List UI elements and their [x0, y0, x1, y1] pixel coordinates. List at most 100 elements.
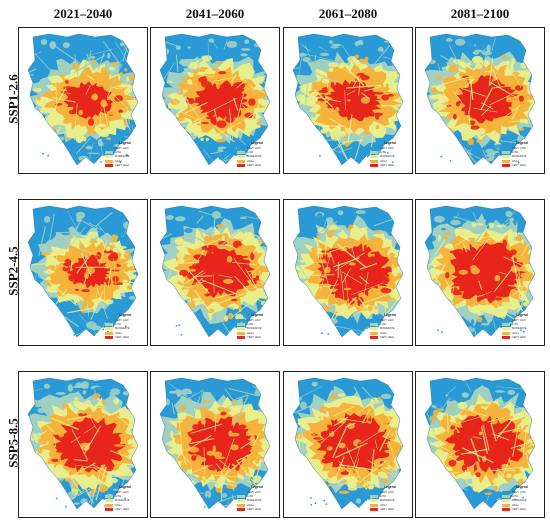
map-panel: Legend VERY LOW LOW MODERATE HIGH VERY HIGH: [18, 371, 148, 518]
legend-label: VERY LOW: [115, 146, 129, 150]
legend-entry: HIGH: [502, 331, 542, 335]
legend-entry: LOW: [237, 494, 277, 498]
map-legend: Legend VERY LOW LOW MODERATE HIGH VERY HIGH: [105, 485, 145, 511]
legend-entry: HIGH: [370, 503, 410, 507]
legend-entry: LOW: [370, 322, 410, 326]
legend-entry: MODERATE: [237, 155, 277, 159]
legend-entry: MODERATE: [370, 499, 410, 503]
legend-label: LOW: [247, 150, 253, 154]
legend-label: HIGH: [247, 159, 254, 163]
legend-swatch: [502, 490, 510, 494]
legend-entry: VERY HIGH: [105, 163, 145, 167]
legend-label: VERY LOW: [512, 490, 526, 494]
legend-title: Legend: [384, 313, 396, 317]
map-legend: Legend VERY LOW LOW MODERATE HIGH VERY HIGH: [502, 485, 542, 511]
column-header: 2081–2100: [450, 6, 510, 21]
legend-label: HIGH: [247, 503, 254, 507]
legend-entry: HIGH: [105, 331, 145, 335]
legend-entry: HIGH: [370, 159, 410, 163]
legend-label: VERY HIGH: [247, 507, 262, 511]
legend-swatch: [105, 327, 113, 331]
column-header: 2021–2040: [53, 6, 113, 21]
legend-swatch: [237, 146, 245, 150]
legend-swatch: [370, 327, 378, 331]
legend-label: LOW: [512, 494, 518, 498]
legend-swatch: [502, 318, 510, 322]
map-panel: Legend VERY LOW LOW MODERATE HIGH VERY HIGH: [283, 199, 413, 346]
legend-entry: VERY HIGH: [105, 335, 145, 339]
map-panel: Legend VERY LOW LOW MODERATE HIGH VERY HIGH: [18, 27, 148, 174]
legend-swatch: [105, 322, 113, 326]
legend-entry: HIGH: [502, 503, 542, 507]
legend-title: Legend: [251, 313, 263, 317]
legend-label: MODERATE: [247, 499, 262, 503]
legend-swatch: [237, 507, 245, 511]
legend-swatch: [370, 499, 378, 503]
legend-label: VERY HIGH: [512, 163, 527, 167]
legend-swatch: [237, 490, 245, 494]
legend-label: LOW: [115, 322, 121, 326]
legend-title: Legend: [516, 485, 528, 489]
legend-swatch: [370, 322, 378, 326]
legend-swatch: [370, 150, 378, 154]
map-legend: Legend VERY LOW LOW MODERATE HIGH VERY HIGH: [370, 485, 410, 511]
legend-title: Legend: [119, 313, 131, 317]
legend-label: VERY HIGH: [380, 507, 395, 511]
legend-swatch: [105, 150, 113, 154]
legend-label: HIGH: [512, 159, 519, 163]
legend-label: HIGH: [115, 503, 122, 507]
legend-label: HIGH: [380, 503, 387, 507]
legend-entry: HIGH: [502, 159, 542, 163]
legend-swatch: [370, 507, 378, 511]
legend-entry: MODERATE: [370, 327, 410, 331]
legend-swatch: [105, 318, 113, 322]
map-panel: Legend VERY LOW LOW MODERATE HIGH VERY HIGH: [18, 199, 148, 346]
legend-entry: VERY HIGH: [237, 335, 277, 339]
map-panel: Legend VERY LOW LOW MODERATE HIGH VERY HIGH: [150, 371, 280, 518]
legend-swatch: [502, 146, 510, 150]
legend-swatch: [370, 163, 378, 167]
legend-entry: LOW: [237, 322, 277, 326]
legend-entry: HIGH: [237, 331, 277, 335]
legend-label: HIGH: [247, 331, 254, 335]
legend-entry: VERY LOW: [237, 490, 277, 494]
legend-swatch: [502, 150, 510, 154]
legend-entry: VERY LOW: [370, 318, 410, 322]
legend-swatch: [105, 503, 113, 507]
legend-label: VERY HIGH: [115, 163, 130, 167]
legend-label: MODERATE: [512, 499, 527, 503]
legend-entry: VERY LOW: [502, 318, 542, 322]
map-panel: Legend VERY LOW LOW MODERATE HIGH VERY HIGH: [415, 199, 545, 346]
legend-label: MODERATE: [115, 155, 130, 159]
legend-swatch: [370, 159, 378, 163]
legend-entry: MODERATE: [105, 499, 145, 503]
legend-title: Legend: [516, 141, 528, 145]
legend-label: VERY LOW: [115, 318, 129, 322]
legend-swatch: [237, 331, 245, 335]
legend-entry: HIGH: [105, 503, 145, 507]
legend-swatch: [370, 503, 378, 507]
legend-label: LOW: [115, 494, 121, 498]
legend-label: MODERATE: [115, 327, 130, 331]
legend-swatch: [502, 327, 510, 331]
legend-entry: LOW: [105, 494, 145, 498]
legend-title: Legend: [384, 141, 396, 145]
legend-label: HIGH: [115, 159, 122, 163]
legend-swatch: [237, 163, 245, 167]
legend-entry: VERY LOW: [370, 146, 410, 150]
risk-map: [424, 33, 536, 166]
legend-label: VERY HIGH: [512, 507, 527, 511]
legend-swatch: [502, 331, 510, 335]
legend-entry: VERY LOW: [237, 146, 277, 150]
risk-map: [292, 377, 404, 510]
legend-label: LOW: [380, 494, 386, 498]
legend-label: HIGH: [512, 331, 519, 335]
legend-label: LOW: [115, 150, 121, 154]
risk-map: [159, 33, 271, 166]
legend-entry: VERY LOW: [105, 146, 145, 150]
legend-entry: LOW: [370, 150, 410, 154]
legend-label: LOW: [380, 150, 386, 154]
legend-entry: MODERATE: [502, 327, 542, 331]
legend-swatch: [502, 159, 510, 163]
legend-label: LOW: [512, 150, 518, 154]
